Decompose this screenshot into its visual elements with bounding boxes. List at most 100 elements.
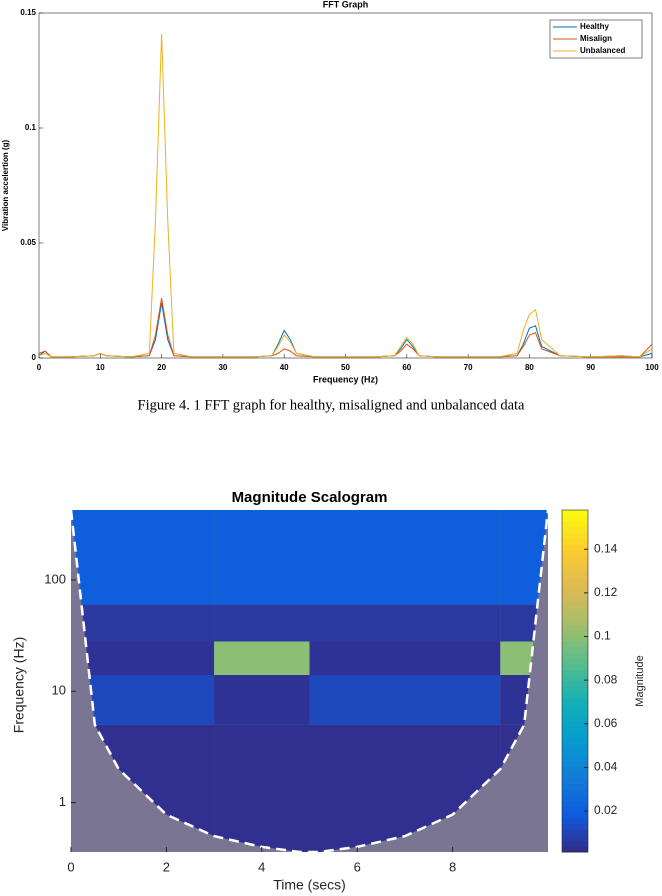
colorbar-step bbox=[562, 561, 588, 568]
colorbar-step bbox=[562, 572, 588, 579]
x-axis-label: Time (secs) bbox=[273, 877, 346, 893]
colorbar-step bbox=[562, 652, 588, 659]
legend-label: Unbalanced bbox=[580, 46, 625, 55]
heat-cell bbox=[214, 641, 310, 676]
colorbar-step bbox=[562, 669, 588, 676]
x-tick-label: 4 bbox=[258, 859, 265, 874]
colorbar-tick-label: 0.04 bbox=[594, 760, 618, 774]
legend-box bbox=[549, 19, 643, 59]
colorbar-step bbox=[562, 578, 588, 585]
colorbar-label: Magnitude bbox=[634, 655, 646, 706]
colorbar-step bbox=[562, 658, 588, 665]
heat-cell bbox=[71, 675, 215, 725]
colorbar-step bbox=[562, 612, 588, 619]
colorbar-step bbox=[562, 743, 588, 750]
colorbar-step bbox=[562, 641, 588, 648]
heat-cell bbox=[71, 641, 215, 676]
colorbar-step bbox=[562, 783, 588, 790]
heat-cell bbox=[309, 675, 501, 725]
colorbar-tick-label: 0.14 bbox=[594, 541, 618, 555]
colorbar-step bbox=[562, 538, 588, 545]
heat-cell bbox=[214, 724, 310, 852]
colorbar-step bbox=[562, 595, 588, 602]
colorbar-step bbox=[562, 738, 588, 745]
x-tick-label: 40 bbox=[280, 363, 289, 372]
colorbar-tick-label: 0.1 bbox=[594, 629, 611, 643]
colorbar-step bbox=[562, 601, 588, 608]
y-tick-label: 0.05 bbox=[20, 238, 36, 247]
figure-caption: Figure 4. 1 FFT graph for healthy, misal… bbox=[138, 397, 526, 413]
heat-cell bbox=[309, 641, 501, 676]
heat-cell bbox=[214, 604, 310, 642]
x-tick-label: 50 bbox=[341, 363, 350, 372]
x-tick-label: 60 bbox=[402, 363, 411, 372]
colorbar-tick-label: 0.08 bbox=[594, 672, 618, 686]
colorbar-step bbox=[562, 618, 588, 625]
x-tick-label: 0 bbox=[67, 859, 74, 874]
colorbar-step bbox=[562, 720, 588, 728]
x-tick-label: 2 bbox=[163, 859, 170, 874]
colorbar-step bbox=[562, 606, 588, 614]
cone-of-influence bbox=[69, 509, 550, 854]
x-tick-label: 100 bbox=[645, 363, 659, 372]
colorbar-step bbox=[562, 703, 588, 710]
colorbar-step bbox=[562, 532, 588, 539]
colorbar-tick-label: 0.02 bbox=[594, 803, 618, 817]
colorbar-step bbox=[562, 817, 588, 824]
colorbar-step bbox=[562, 663, 588, 671]
colorbar-step bbox=[562, 840, 588, 847]
x-tick-label: 0 bbox=[37, 363, 42, 372]
colorbar-step bbox=[562, 789, 588, 796]
scalogram-chart: Magnitude Scalogram 0 2 4 6 8 1 10 100 Time (secs… bbox=[11, 489, 646, 893]
colorbar-tick-label: 0.12 bbox=[594, 585, 618, 599]
x-tick-label: 70 bbox=[464, 363, 473, 372]
colorbar-step bbox=[562, 846, 588, 853]
colorbar-step bbox=[562, 698, 588, 705]
x-tick-label: 8 bbox=[449, 859, 456, 874]
heat-cell bbox=[214, 510, 310, 605]
colorbar-frame bbox=[561, 509, 589, 853]
x-tick-label: 10 bbox=[96, 363, 105, 372]
heat-cell bbox=[71, 510, 215, 605]
heat-cell bbox=[309, 604, 501, 642]
series-line bbox=[38, 33, 653, 358]
colorbar-step bbox=[562, 755, 588, 762]
colorbar-step bbox=[562, 760, 588, 767]
colorbar-step bbox=[562, 686, 588, 693]
x-tick-label: 30 bbox=[218, 363, 227, 372]
y-axis-label: Frequency (Hz) bbox=[11, 637, 27, 733]
x-axis-label: Frequency (Hz) bbox=[313, 374, 378, 384]
colorbar-step bbox=[562, 726, 588, 733]
colorbar-step bbox=[562, 567, 588, 574]
x-tick-label: 20 bbox=[157, 363, 166, 372]
colorbar-step bbox=[562, 584, 588, 591]
colorbar-step bbox=[562, 795, 588, 802]
heat-cell bbox=[309, 510, 501, 605]
colorbar-step bbox=[562, 749, 588, 756]
y-tick-label: 0.15 bbox=[20, 8, 36, 17]
heat-cell bbox=[214, 675, 310, 725]
colorbar-step bbox=[562, 646, 588, 653]
colorbar-step bbox=[562, 515, 588, 522]
colorbar-step bbox=[562, 675, 588, 682]
colorbar-step bbox=[562, 766, 588, 773]
colorbar-step bbox=[562, 681, 588, 688]
colorbar-step bbox=[562, 806, 588, 813]
colorbar-step bbox=[562, 635, 588, 642]
x-tick-label: 6 bbox=[354, 859, 361, 874]
y-tick-label: 0.1 bbox=[25, 123, 37, 132]
colorbar-step bbox=[562, 692, 588, 699]
plot-area bbox=[38, 12, 653, 359]
colorbar-step bbox=[562, 777, 588, 785]
colorbar-step bbox=[562, 624, 588, 631]
colorbar-step bbox=[562, 510, 588, 517]
y-tick-label: 1 bbox=[59, 794, 66, 809]
legend-label: Misalign bbox=[580, 34, 612, 43]
colorbar-step bbox=[562, 555, 588, 562]
y-axis-label: Vibration accelertion (g) bbox=[1, 139, 10, 231]
colorbar-step bbox=[562, 709, 588, 716]
y-tick-label: 10 bbox=[52, 683, 66, 698]
colorbar-step bbox=[562, 715, 588, 722]
colorbar-step bbox=[562, 834, 588, 842]
